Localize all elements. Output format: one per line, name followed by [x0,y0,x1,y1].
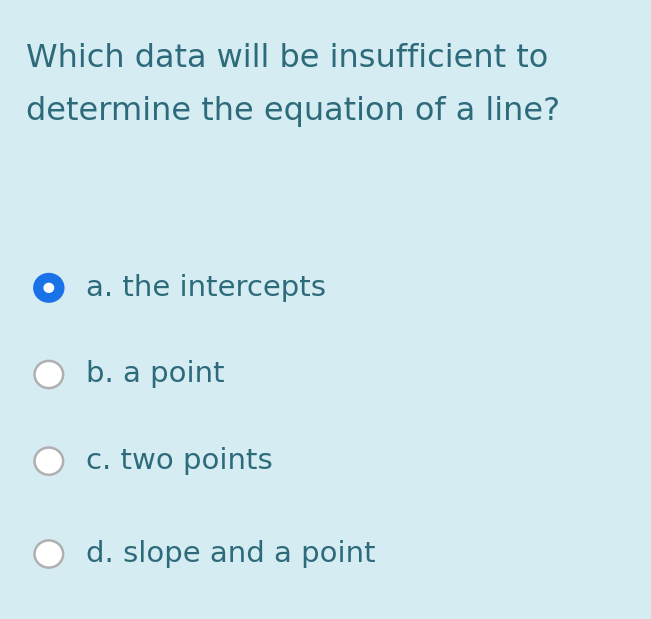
Text: d. slope and a point: d. slope and a point [86,540,376,568]
Text: b. a point: b. a point [86,360,225,389]
Text: determine the equation of a line?: determine the equation of a line? [26,96,560,127]
Text: a. the intercepts: a. the intercepts [86,274,326,302]
Circle shape [35,274,63,301]
Circle shape [44,283,54,293]
Circle shape [35,448,63,475]
Text: Which data will be insufficient to: Which data will be insufficient to [26,43,548,74]
Circle shape [35,540,63,568]
Text: c. two points: c. two points [86,447,273,475]
Circle shape [35,361,63,388]
